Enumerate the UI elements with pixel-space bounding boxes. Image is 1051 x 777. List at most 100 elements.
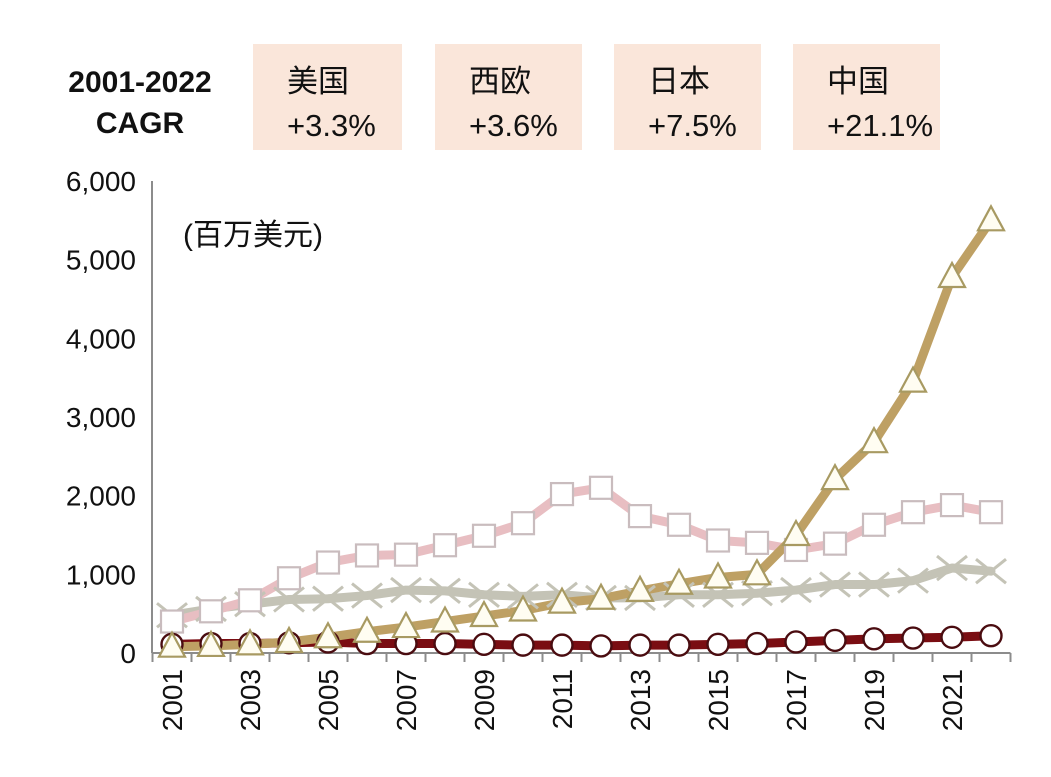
cagr-title-years: 2001-2022 (68, 66, 212, 99)
data-point-china (196, 629, 226, 658)
data-point-china (352, 615, 382, 643)
data-point-western-europe (900, 500, 926, 525)
data-point-western-europe (354, 543, 380, 568)
data-point-china (313, 620, 343, 649)
cagr-box-western-europe: 西欧 +3.6% (435, 44, 582, 150)
data-point-us (975, 558, 1007, 585)
data-point-western-europe (432, 533, 458, 558)
data-point-western-europe (237, 588, 263, 613)
cagr-box-name: 美国 (287, 64, 349, 99)
series-layer (156, 204, 1007, 658)
unit-label: (百万美元) (183, 219, 323, 252)
data-point-western-europe (744, 530, 770, 555)
cagr-box-value: +3.3% (287, 108, 376, 143)
cagr-box-name: 日本 (648, 64, 710, 99)
data-point-western-europe (471, 523, 497, 548)
cagr-box-name: 西欧 (469, 64, 531, 99)
cagr-box-value: +21.1% (827, 108, 934, 143)
data-point-china (664, 567, 694, 595)
data-point-us (819, 571, 851, 598)
y-tick-label: 6,000 (66, 166, 136, 197)
data-point-china (274, 625, 304, 654)
data-point-japan (511, 633, 535, 657)
cagr-box-value: +3.6% (469, 108, 558, 143)
data-point-china (586, 582, 616, 610)
data-point-western-europe (627, 504, 653, 529)
data-point-western-europe (861, 512, 887, 537)
data-point-us (936, 554, 968, 582)
data-point-western-europe (588, 475, 614, 500)
cagr-title-label: CAGR (95, 107, 185, 140)
data-point-japan (823, 628, 847, 653)
data-point-china (781, 518, 811, 547)
data-point-china (976, 204, 1006, 232)
data-point-japan (940, 625, 964, 649)
y-tick-label: 1,000 (66, 559, 136, 590)
y-tick-label: 2,000 (66, 481, 136, 512)
axes: 0 1,000 2,000 3,000 4,000 5,000 6,000 2001 2003 2… (66, 166, 1012, 731)
x-tick-label: 2009 (469, 669, 500, 731)
data-point-china (547, 586, 577, 614)
x-tick-label: 2007 (391, 669, 422, 731)
data-point-us (351, 582, 383, 609)
data-point-us (897, 567, 929, 594)
data-point-china (625, 574, 655, 602)
data-point-western-europe (276, 566, 302, 591)
x-tick-label: 2003 (235, 669, 266, 731)
data-point-western-europe (510, 511, 536, 536)
data-point-western-europe (978, 500, 1004, 525)
data-point-japan (901, 626, 925, 650)
data-point-us (468, 581, 500, 608)
data-point-us (780, 576, 812, 604)
y-tick-label: 5,000 (66, 245, 136, 276)
data-point-japan (550, 633, 574, 657)
data-point-japan (979, 623, 1003, 648)
data-point-western-europe (159, 609, 185, 634)
data-point-us (312, 585, 344, 612)
data-point-china (898, 365, 928, 393)
data-point-western-europe (393, 542, 419, 567)
series-line-western-europe (167, 483, 996, 627)
cagr-box-value: +7.5% (648, 108, 737, 143)
x-tick-label: 2011 (547, 669, 578, 729)
data-point-china (703, 561, 733, 589)
data-point-china (235, 628, 265, 656)
cagr-box-china: 中国 +21.1% (793, 44, 940, 150)
x-tick-label: 2015 (703, 669, 734, 731)
data-point-japan (667, 633, 691, 657)
data-point-japan (706, 632, 730, 657)
data-point-us (858, 571, 890, 598)
x-tick-label: 2013 (625, 669, 656, 731)
data-point-china (157, 630, 187, 658)
data-point-western-europe (666, 512, 692, 537)
data-point-western-europe (198, 599, 224, 624)
data-point-western-europe (705, 528, 731, 553)
y-tick-label: 0 (120, 638, 136, 669)
data-point-china (742, 558, 772, 586)
y-tick-label: 3,000 (66, 402, 136, 433)
data-point-japan (784, 630, 808, 654)
data-point-china (937, 260, 967, 289)
x-tick-label: 2017 (781, 669, 812, 731)
data-point-japan (745, 631, 769, 656)
x-tick-label: 2005 (313, 669, 344, 731)
data-point-china (820, 462, 850, 491)
data-point-western-europe (822, 531, 848, 556)
x-tick-label: 2019 (859, 669, 890, 731)
x-tick-label: 2021 (937, 669, 968, 731)
data-point-us (429, 577, 461, 605)
data-point-us (390, 576, 422, 604)
x-tick-label: 2001 (157, 669, 188, 731)
data-point-us (273, 586, 305, 613)
data-point-china (859, 425, 889, 454)
data-point-china (469, 599, 499, 628)
data-point-japan (862, 627, 886, 651)
data-point-china (508, 594, 538, 622)
data-point-western-europe (939, 493, 965, 518)
data-point-japan (628, 633, 652, 657)
data-point-western-europe (315, 550, 341, 575)
data-point-japan (433, 631, 457, 656)
data-point-china (391, 610, 421, 639)
series-line-china (167, 215, 996, 652)
